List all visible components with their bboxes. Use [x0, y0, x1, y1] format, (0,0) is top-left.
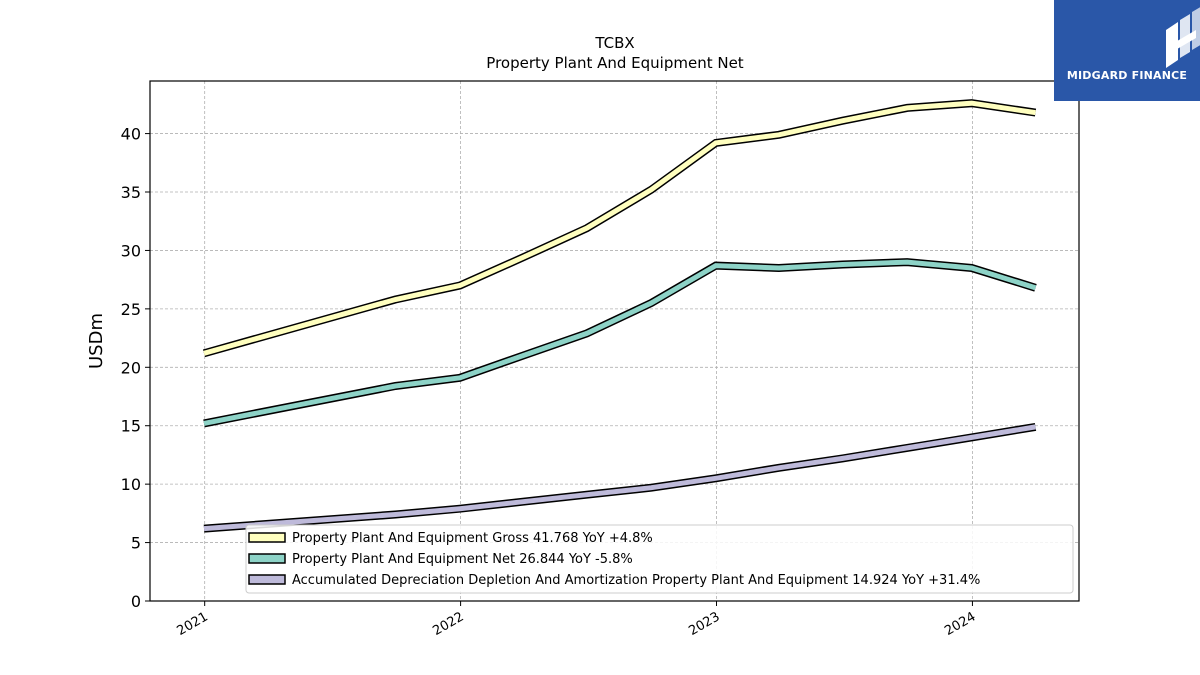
midgard-logo-icon [1166, 7, 1200, 68]
legend: Property Plant And Equipment Gross 41.76… [245, 524, 1074, 594]
legend-label-0: Property Plant And Equipment Gross 41.76… [292, 531, 653, 546]
y-axis-label: USDm [86, 313, 107, 369]
x-tick-label: 2022 [430, 609, 466, 639]
x-tick-label: 2024 [942, 609, 978, 639]
y-tick-label: 10 [121, 475, 141, 494]
gridlines [150, 81, 1079, 602]
x-tick-label: 2021 [175, 609, 211, 639]
series-line-1 [203, 259, 1037, 426]
series-line-0 [203, 100, 1036, 356]
legend-label-2: Accumulated Depreciation Depletion And A… [292, 573, 980, 588]
x-tick-label: 2023 [686, 609, 722, 639]
legend-swatch-2 [248, 574, 286, 585]
legend-box [245, 524, 1074, 594]
legend-swatch-1 [248, 553, 286, 564]
y-tick-label: 20 [121, 358, 141, 377]
chart-title: TCBX [594, 34, 634, 52]
brand-name: MIDGARD FINANCE [1066, 69, 1188, 82]
y-tick-label: 0 [131, 592, 141, 611]
chart-subtitle: Property Plant And Equipment Net [486, 54, 743, 72]
legend-swatch-0 [248, 532, 286, 543]
y-tick-label: 35 [121, 183, 141, 202]
brand-logo: MIDGARD FINANCE [1054, 0, 1200, 101]
series-outline-2 [203, 422, 1037, 533]
plot-frame [149, 80, 1080, 602]
series-line-2 [203, 424, 1036, 532]
y-tick-label: 5 [131, 534, 141, 553]
y-tick-label: 30 [121, 241, 141, 260]
legend-label-1: Property Plant And Equipment Net 26.844 … [292, 552, 633, 567]
series-lines [202, 99, 1037, 533]
y-tick-label: 15 [121, 417, 141, 436]
y-tick-label: 40 [121, 125, 141, 144]
y-tick-label: 25 [121, 300, 141, 319]
